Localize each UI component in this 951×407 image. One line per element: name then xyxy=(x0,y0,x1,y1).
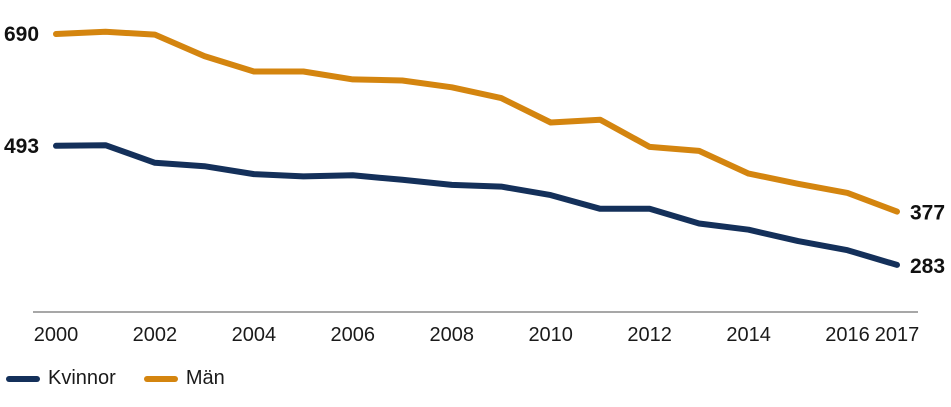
start-label-man: 690 xyxy=(4,23,39,46)
start-label-kvinnor: 493 xyxy=(4,135,39,158)
x-tick-label: 2014 xyxy=(726,324,771,346)
x-tick-label: 2010 xyxy=(528,324,573,346)
legend-item-kvinnor: Kvinnor xyxy=(6,367,116,390)
legend-label-man: Män xyxy=(185,367,225,389)
x-tick-label: 2004 xyxy=(232,324,277,346)
series-layer xyxy=(53,28,900,268)
end-label-man: 377 xyxy=(910,202,945,225)
series-line-kvinnor xyxy=(53,142,900,268)
series-line-man xyxy=(53,28,900,215)
x-tick-labels: 2000 2002 2004 2006 2008 2010 2012 2014 2016 2017 xyxy=(34,324,920,346)
legend-swatch-kvinnor xyxy=(6,375,40,382)
x-tick-label: 2012 xyxy=(627,324,672,346)
x-tick-label: 2016 xyxy=(825,324,870,346)
line-chart: 2000 2002 2004 2006 2008 2010 2012 2014 2016 2017… xyxy=(4,23,945,346)
x-tick-label: 2002 xyxy=(133,324,178,346)
x-tick-label: 2000 xyxy=(34,324,79,346)
legend-item-man: Män xyxy=(143,367,225,390)
legend-swatch-man xyxy=(143,375,178,382)
legend: Kvinnor Män xyxy=(6,367,253,390)
x-tick-label: 2006 xyxy=(331,324,376,346)
legend-label-kvinnor: Kvinnor xyxy=(48,367,116,389)
end-labels: 493 283 690 377 xyxy=(4,23,945,278)
x-tick-label: 2017 xyxy=(875,324,920,346)
x-tick-label: 2008 xyxy=(430,324,475,346)
end-label-kvinnor: 283 xyxy=(910,255,945,278)
